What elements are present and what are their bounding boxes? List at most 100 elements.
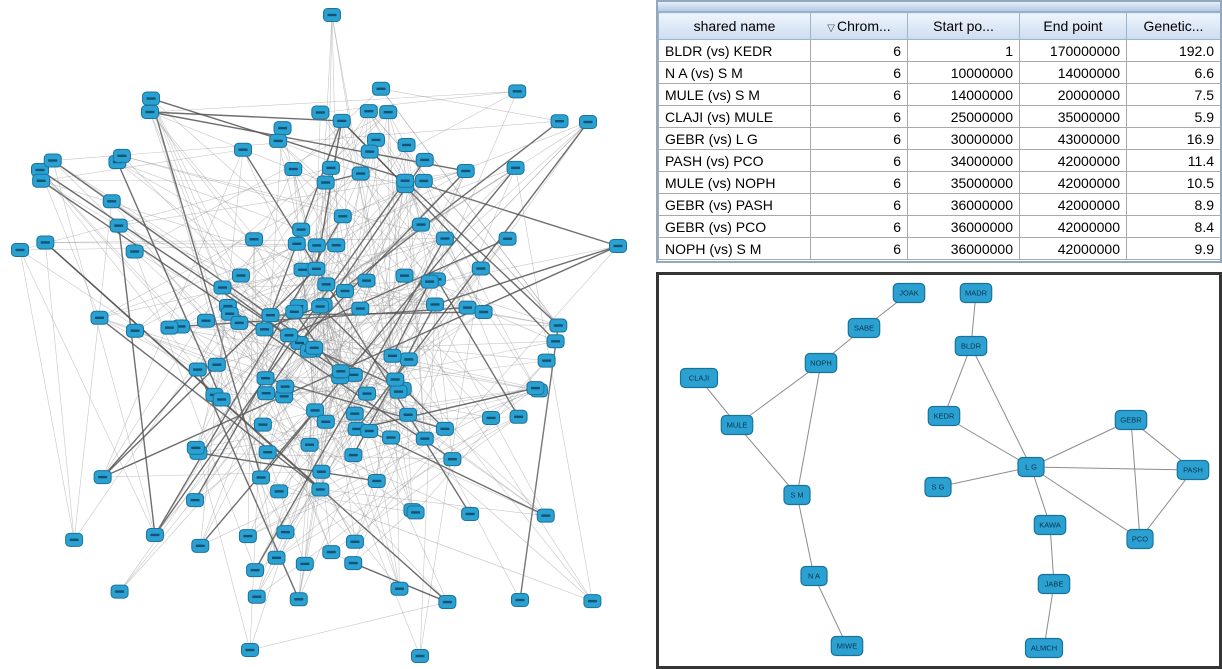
network-edge[interactable] — [298, 91, 518, 600]
network-edge[interactable] — [285, 428, 357, 533]
network-edge[interactable] — [434, 304, 453, 460]
network-edge[interactable] — [242, 149, 471, 515]
network-node[interactable] — [471, 261, 490, 276]
network-edge[interactable] — [1139, 469, 1194, 540]
column-header[interactable]: shared name — [658, 12, 811, 40]
network-edge[interactable] — [444, 238, 484, 313]
network-node[interactable]: L G — [1017, 456, 1045, 478]
network-edge[interactable] — [284, 360, 547, 397]
table-row[interactable]: BLDR (vs) KEDR 6 1 170000000 192.0 — [658, 39, 1220, 62]
network-node[interactable] — [311, 105, 330, 120]
network-edge[interactable] — [149, 111, 342, 122]
network-node[interactable] — [482, 410, 501, 425]
table-row[interactable]: GEBR (vs) PASH 6 36000000 42000000 8.9 — [658, 193, 1220, 216]
network-edge[interactable] — [119, 275, 405, 592]
network-edge[interactable] — [214, 394, 356, 542]
network-edge[interactable] — [320, 112, 422, 225]
network-edge[interactable] — [116, 161, 223, 400]
network-node[interactable] — [65, 532, 84, 547]
network-node[interactable] — [357, 273, 376, 288]
network-edge[interactable] — [200, 424, 264, 546]
network-edge[interactable] — [229, 313, 356, 542]
network-edge[interactable] — [331, 14, 393, 356]
table-row[interactable]: N A (vs) S M 6 10000000 14000000 6.6 — [658, 61, 1220, 84]
network-node[interactable] — [112, 148, 131, 163]
network-edge[interactable] — [73, 201, 113, 540]
network-node[interactable] — [360, 144, 379, 159]
network-edge[interactable] — [519, 325, 559, 601]
network-edge[interactable] — [254, 281, 430, 571]
network-edge[interactable] — [381, 88, 560, 122]
network-node[interactable] — [32, 173, 51, 188]
network-node[interactable] — [367, 473, 386, 488]
network-edge[interactable] — [169, 243, 297, 328]
network-edge[interactable] — [313, 347, 400, 589]
network-edge[interactable] — [320, 245, 619, 307]
network-edge[interactable] — [154, 280, 367, 536]
network-edge[interactable] — [134, 185, 406, 331]
network-edge[interactable] — [52, 160, 156, 536]
network-edge[interactable] — [366, 393, 492, 419]
network-edge[interactable] — [380, 88, 559, 326]
network-edge[interactable] — [39, 169, 222, 400]
network-edge[interactable] — [121, 155, 343, 217]
network-node[interactable] — [390, 581, 409, 596]
table-row[interactable]: GEBR (vs) L G 6 30000000 43000000 16.9 — [658, 127, 1220, 150]
network-edge[interactable] — [320, 489, 546, 516]
network-edge[interactable] — [341, 120, 355, 375]
network-node[interactable] — [11, 243, 29, 257]
network-node[interactable] — [311, 482, 330, 497]
network-edge[interactable] — [736, 424, 798, 496]
network-node[interactable] — [307, 261, 326, 276]
network-node[interactable] — [579, 115, 597, 129]
network-node[interactable] — [280, 328, 299, 343]
network-edge[interactable] — [150, 98, 223, 288]
network-edge[interactable] — [279, 491, 416, 513]
network-node[interactable] — [456, 163, 475, 178]
network-node[interactable]: MIWE — [830, 635, 864, 657]
network-node[interactable] — [411, 649, 429, 663]
network-edge[interactable] — [796, 362, 822, 496]
network-edge[interactable] — [325, 311, 484, 423]
network-node[interactable] — [372, 81, 391, 96]
network-edge[interactable] — [222, 287, 546, 516]
network-edge[interactable] — [354, 245, 619, 542]
network-edge[interactable] — [149, 111, 466, 172]
network-node[interactable] — [316, 175, 335, 190]
network-node[interactable] — [295, 556, 314, 571]
network-node[interactable] — [273, 121, 292, 136]
network-edge[interactable] — [387, 112, 413, 511]
network-node[interactable] — [270, 484, 289, 499]
table-row[interactable]: PASH (vs) PCO 6 34000000 42000000 11.4 — [658, 149, 1220, 172]
network-edge[interactable] — [180, 326, 425, 439]
main-network-view[interactable] — [0, 0, 656, 669]
network-node[interactable] — [366, 132, 385, 147]
network-edge[interactable] — [288, 238, 508, 336]
network-edge[interactable] — [154, 180, 406, 536]
network-node[interactable] — [435, 231, 454, 246]
network-node[interactable] — [550, 114, 569, 129]
network-node[interactable] — [383, 348, 402, 363]
network-node[interactable] — [509, 409, 528, 424]
network-edge[interactable] — [265, 376, 341, 379]
network-node[interactable] — [317, 277, 336, 292]
network-node[interactable]: MADR — [959, 282, 993, 304]
network-node[interactable] — [246, 563, 265, 578]
network-node[interactable] — [474, 304, 493, 319]
network-edge[interactable] — [247, 391, 399, 537]
network-edge[interactable] — [354, 388, 403, 542]
network-node[interactable] — [231, 268, 250, 283]
subnetwork-panel[interactable]: JOAK MADR SABE NOPH BLDR CLAJI MULE KEDR GEBR L G… — [656, 272, 1222, 669]
network-node[interactable] — [406, 505, 425, 520]
network-node[interactable]: PASH — [1176, 459, 1210, 481]
network-edge[interactable] — [195, 322, 240, 448]
network-edge[interactable] — [415, 360, 547, 513]
network-edge[interactable] — [360, 173, 484, 313]
network-edge[interactable] — [387, 112, 536, 389]
network-edge[interactable] — [356, 387, 536, 430]
network-edge[interactable] — [102, 369, 199, 478]
network-edge[interactable] — [320, 170, 467, 490]
network-node[interactable] — [396, 173, 415, 188]
network-edge[interactable] — [341, 120, 557, 342]
network-edge[interactable] — [368, 430, 547, 517]
